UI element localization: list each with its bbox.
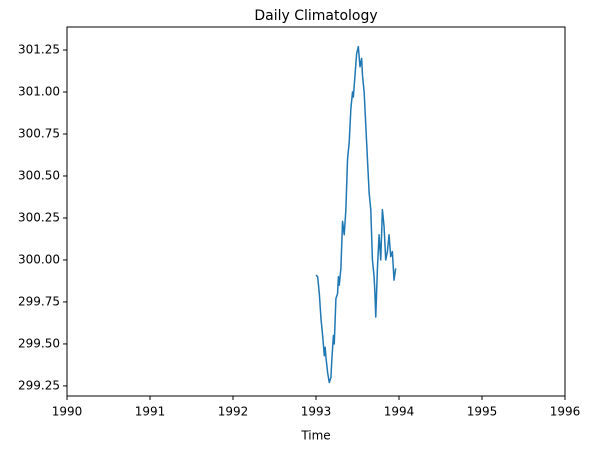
x-tick-label: 1990 bbox=[52, 405, 83, 419]
x-tick-label: 1992 bbox=[218, 405, 249, 419]
y-tick-label: 299.25 bbox=[18, 378, 60, 392]
y-tick-label: 299.50 bbox=[18, 336, 60, 350]
x-axis-label: Time bbox=[300, 429, 330, 443]
x-tick-label: 1991 bbox=[135, 405, 166, 419]
y-tick-label: 300.50 bbox=[18, 168, 60, 182]
x-tick-label: 1995 bbox=[467, 405, 498, 419]
y-tick-label: 301.25 bbox=[18, 43, 60, 57]
x-tick-label: 1994 bbox=[384, 405, 415, 419]
x-tick-label: 1993 bbox=[301, 405, 332, 419]
y-tick-label: 299.75 bbox=[18, 294, 60, 308]
y-tick-label: 300.00 bbox=[18, 252, 60, 266]
y-tick-label: 300.25 bbox=[18, 210, 60, 224]
plot-frame bbox=[66, 26, 566, 397]
chart-title: Daily Climatology bbox=[254, 8, 377, 24]
line-series bbox=[315, 45, 397, 384]
y-tick-label: 301.00 bbox=[18, 84, 60, 98]
x-tick-label: 1996 bbox=[550, 405, 581, 419]
y-tick-label: 300.75 bbox=[18, 126, 60, 140]
